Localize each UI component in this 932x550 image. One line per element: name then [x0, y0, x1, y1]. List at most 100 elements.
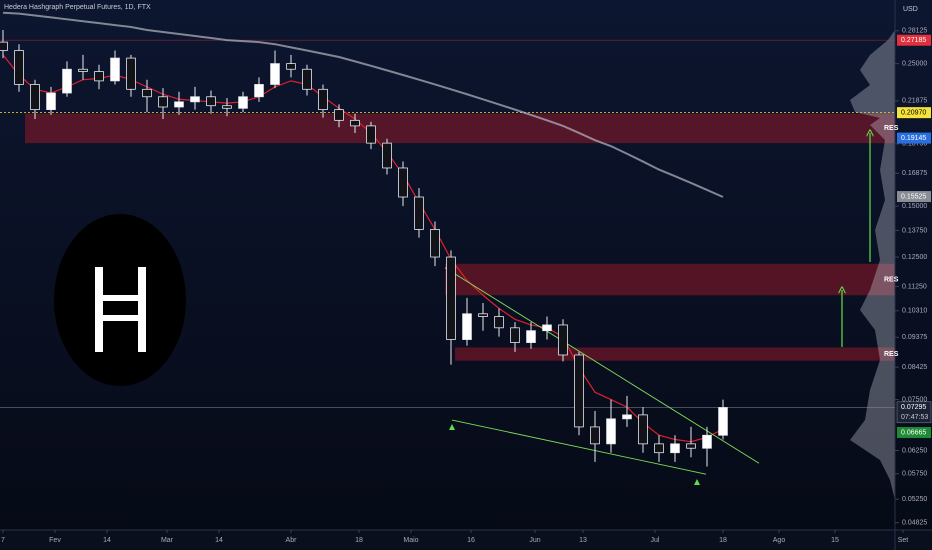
candle-body — [526, 330, 536, 343]
price-badge — [897, 191, 931, 203]
x-tick-label: 14 — [215, 537, 223, 544]
candle-body — [462, 313, 472, 340]
candle-body — [606, 418, 616, 445]
x-tick-label: 16 — [467, 537, 475, 544]
candle-body — [142, 88, 152, 98]
candle-body — [46, 92, 56, 111]
resistance-zone — [455, 347, 895, 361]
candle-body — [110, 57, 120, 82]
price-badge-label: 0.15525 — [901, 193, 926, 200]
zone-label: RES — [884, 125, 899, 132]
candle-body — [78, 68, 88, 72]
candle-body — [638, 414, 648, 445]
currency: USD — [903, 6, 918, 13]
x-tick-label: Jun — [529, 537, 540, 544]
candle-body — [350, 119, 360, 127]
y-tick-label: 0.25000 — [902, 60, 927, 67]
x-tick-label: 14 — [103, 537, 111, 544]
resistance-zone — [445, 263, 895, 296]
candle-body — [654, 443, 664, 454]
marker-triangle — [449, 424, 455, 430]
y-tick-label: 0.12500 — [902, 254, 927, 261]
y-tick-label: 0.05250 — [902, 496, 927, 503]
candle-body — [574, 354, 584, 428]
candle-body — [542, 324, 552, 332]
y-tick-label: 0.21875 — [902, 98, 927, 105]
zone-label: RES — [884, 276, 899, 283]
y-tick-label: 0.04825 — [902, 520, 927, 527]
volume-profile — [850, 30, 895, 500]
y-tick-label: 0.09375 — [902, 334, 927, 341]
x-tick-label: 7 — [1, 537, 5, 544]
price-badge — [896, 401, 932, 424]
chart-title: Hedera Hashgraph Perpetual Futures, 1D, … — [4, 4, 151, 11]
candle-body — [590, 426, 600, 445]
moving-average — [2, 54, 724, 443]
resistance-zone — [25, 113, 895, 144]
x-tick-label: 13 — [579, 537, 587, 544]
price-badge-label: 0.20970 — [901, 110, 926, 117]
candle-body — [286, 63, 296, 70]
time-axis — [0, 530, 932, 550]
candle-body — [14, 50, 24, 85]
candle-body — [702, 434, 712, 449]
price-badge-label: 0.19145 — [901, 135, 926, 142]
price-badge-label: 0.27185 — [901, 37, 926, 44]
price-badge — [897, 34, 931, 46]
candle-body — [414, 196, 424, 230]
candle-body — [718, 407, 728, 436]
y-tick-label: 0.16875 — [902, 170, 927, 177]
y-tick-label: 0.10310 — [902, 308, 927, 315]
x-tick-label: Abr — [286, 537, 298, 544]
y-tick-label: 0.13750 — [902, 227, 927, 234]
candle-body — [206, 96, 216, 107]
x-tick-label: 18 — [719, 537, 727, 544]
x-tick-label: Maio — [403, 537, 418, 544]
x-tick-label: 18 — [355, 537, 363, 544]
candle-body — [494, 316, 504, 329]
x-tick-label: Mar — [161, 537, 174, 544]
x-tick-label: 15 — [831, 537, 839, 544]
candle-body — [30, 84, 40, 111]
x-tick-label: Fev — [49, 537, 61, 544]
candle-body — [94, 71, 104, 82]
candle-body — [270, 63, 280, 85]
trendline — [451, 419, 707, 475]
moving-average — [2, 11, 724, 198]
price-badge-label: 0.07295 — [901, 404, 926, 411]
candle-body — [382, 142, 392, 169]
y-tick-label: 0.11250 — [902, 283, 927, 290]
candle-body — [366, 125, 376, 144]
candle-body — [126, 57, 136, 90]
candle-body — [302, 68, 312, 90]
y-tick-label: 0.07500 — [902, 396, 927, 403]
y-tick-label: 0.06250 — [902, 447, 927, 454]
candle-body — [0, 41, 8, 51]
candle-body — [318, 88, 328, 111]
candle-body — [62, 68, 72, 94]
marker-triangle — [694, 479, 700, 485]
price-badge — [897, 427, 931, 439]
candle-body — [398, 167, 408, 198]
y-tick-label: 0.18750 — [902, 141, 927, 148]
candle-body — [334, 109, 344, 121]
y-tick-label: 0.05750 — [902, 471, 927, 478]
candle-body — [510, 327, 520, 343]
candle-body — [558, 324, 568, 356]
x-tick-label: Set — [898, 537, 909, 544]
candle-body — [174, 101, 184, 108]
hedera-h — [95, 267, 146, 352]
x-tick-label: Ago — [773, 537, 786, 544]
candle-body — [478, 313, 488, 317]
price-badge — [897, 107, 931, 119]
candle-body — [238, 96, 248, 109]
candle-body — [446, 256, 456, 340]
candle-body — [190, 96, 200, 103]
candle-body — [158, 96, 168, 108]
candle-body — [622, 414, 632, 420]
y-tick-label: 0.08425 — [902, 364, 927, 371]
price-badge — [897, 132, 931, 144]
y-tick-label: 0.28125 — [902, 28, 927, 35]
